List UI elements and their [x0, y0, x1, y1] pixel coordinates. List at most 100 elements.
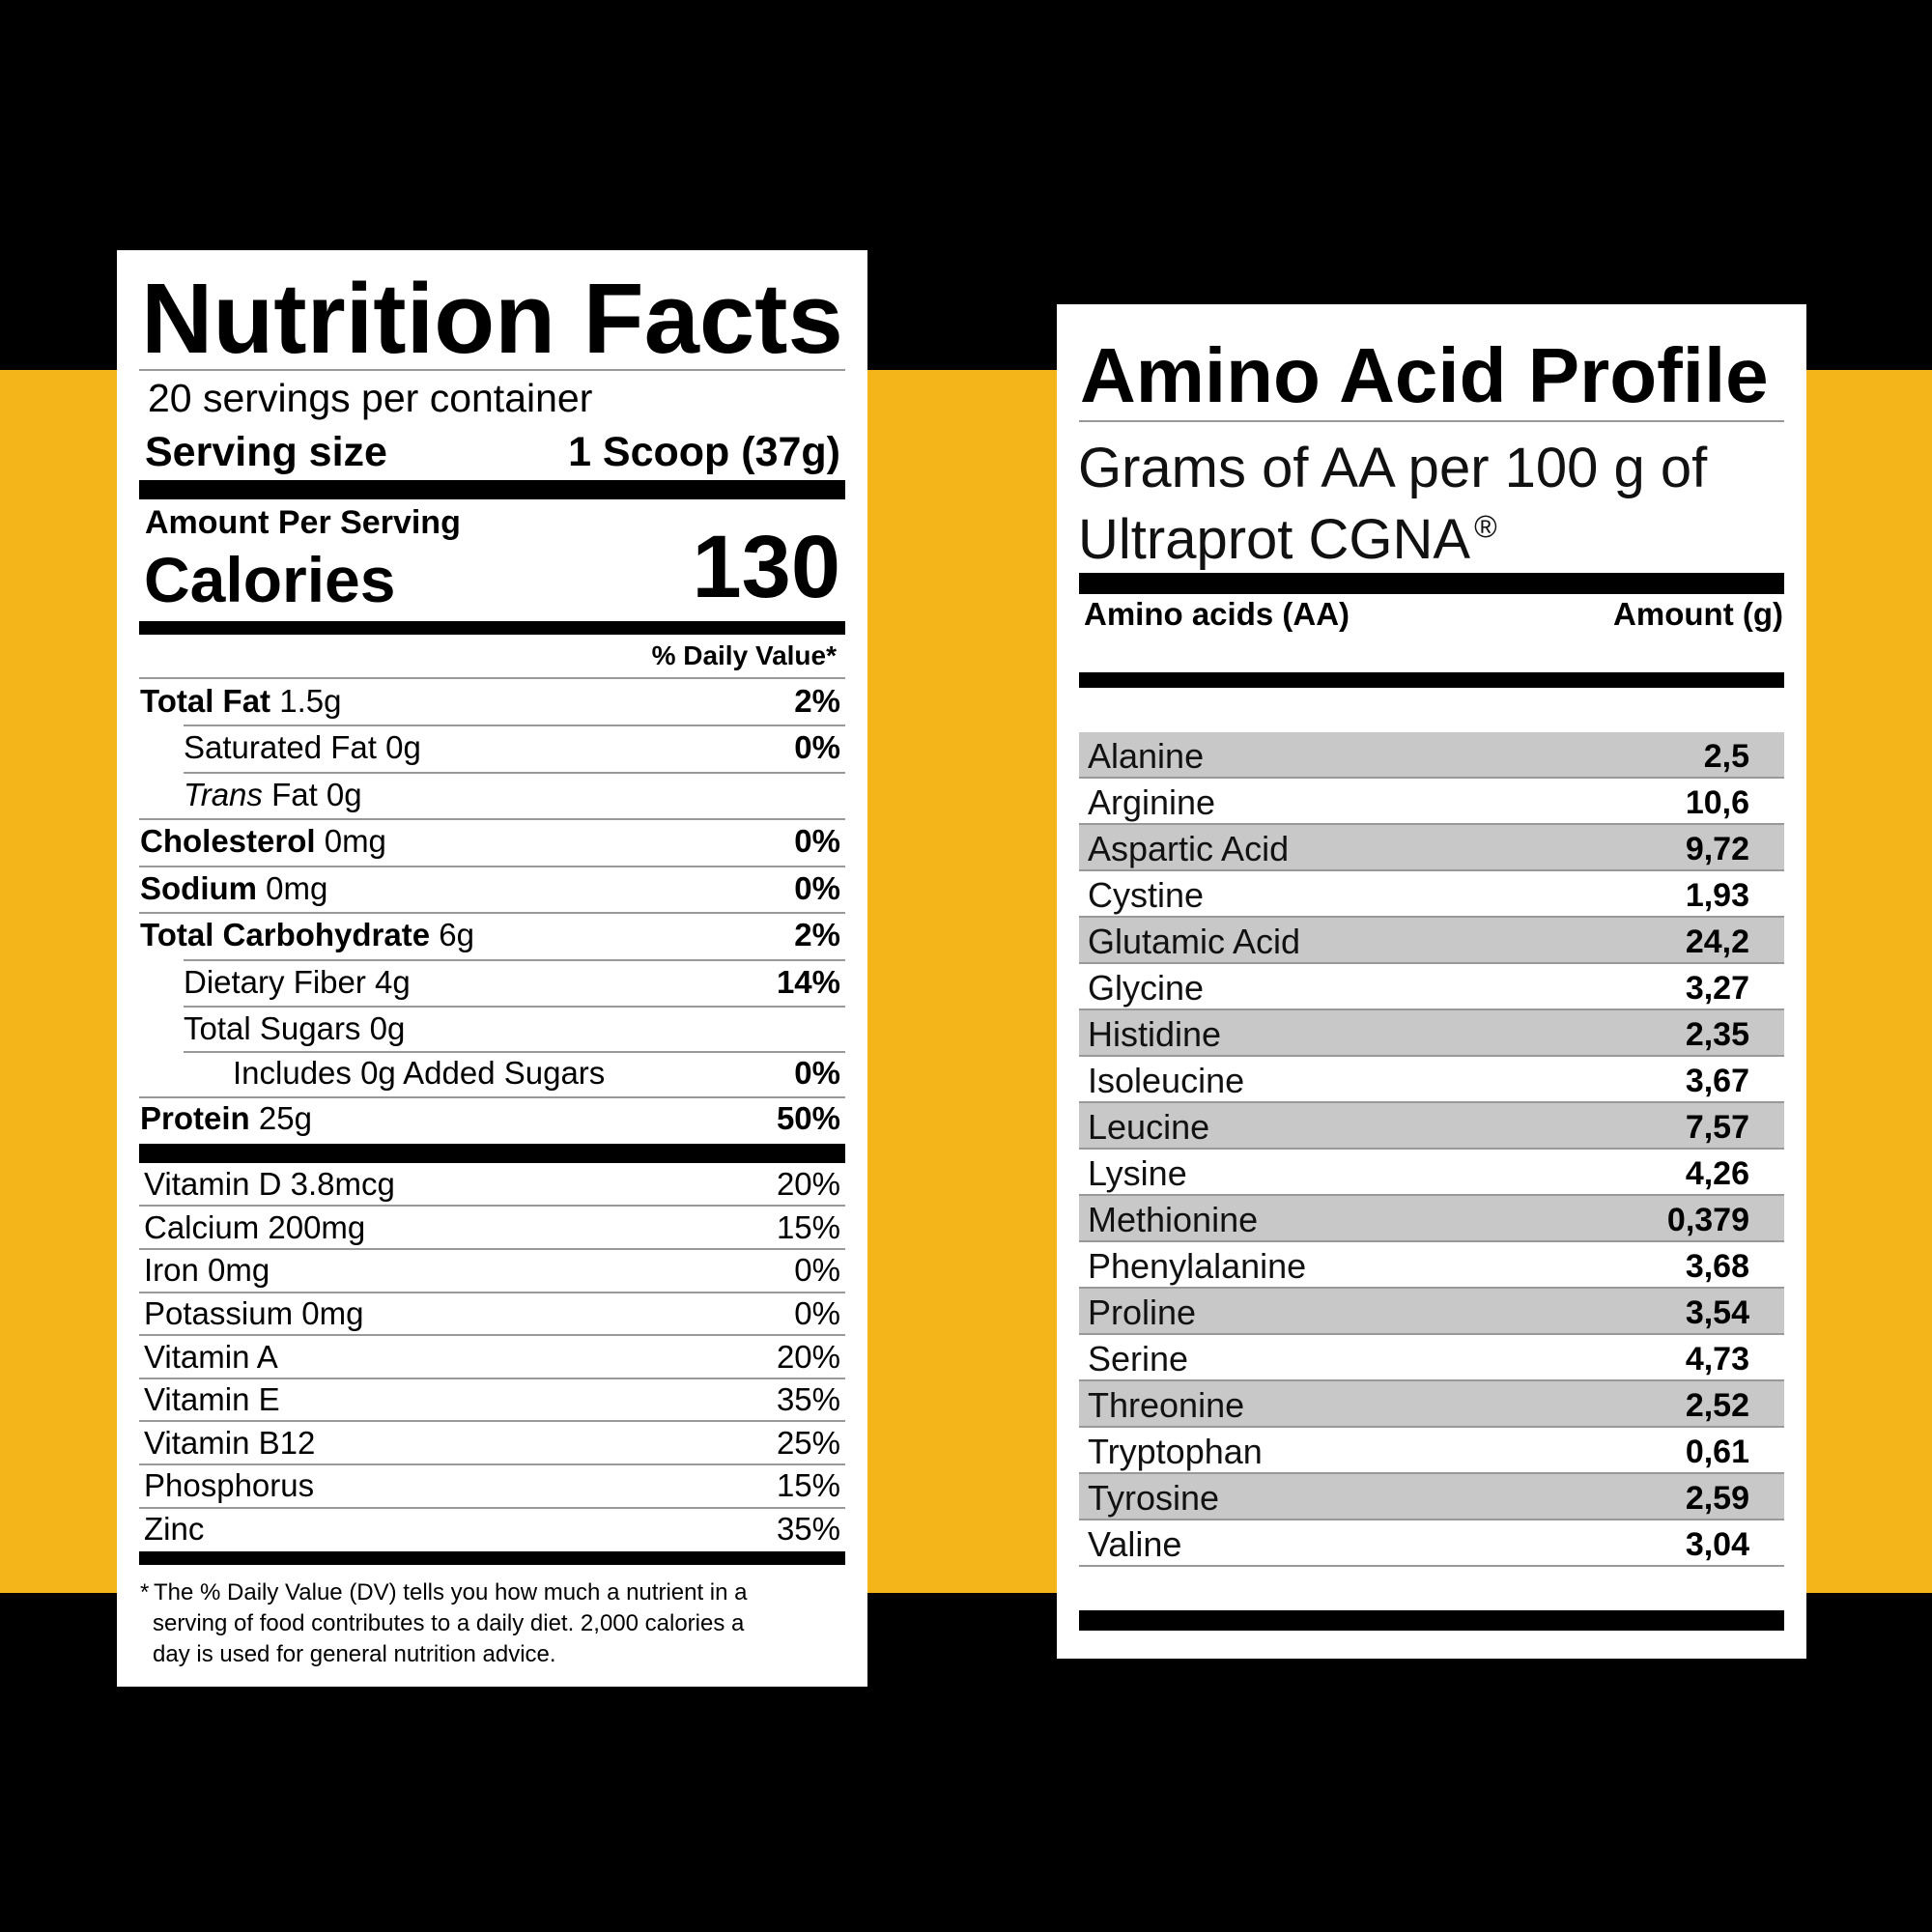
amino-name: Threonine	[1088, 1385, 1245, 1426]
vitamin-dv: 0%	[794, 1252, 840, 1289]
nutrient-dv: 0%	[794, 823, 840, 860]
amino-amount: 3,68	[1685, 1247, 1749, 1285]
nutrient-amount: Saturated Fat 0g	[184, 729, 421, 765]
amino-name: Methionine	[1088, 1200, 1259, 1240]
amino-amount: 2,52	[1685, 1386, 1749, 1424]
rule	[139, 1463, 845, 1465]
nutrient-dv: 14%	[776, 964, 840, 1001]
amino-amount: 0,379	[1666, 1201, 1749, 1238]
vitamin-dv: 15%	[776, 1467, 840, 1504]
row-shade	[1079, 918, 1784, 964]
calories-label: Calories	[144, 544, 396, 616]
thick-bar	[1079, 1610, 1784, 1631]
rule	[139, 1247, 845, 1250]
nutrient-label: Protein 25g	[140, 1099, 312, 1138]
vitamin-name: Vitamin A	[144, 1338, 278, 1375]
rule	[139, 1205, 845, 1208]
title: Amino Acid Profile	[1080, 332, 1769, 418]
nutrient-amount: 0mg	[324, 823, 386, 859]
rule	[1079, 1287, 1784, 1289]
amino-name: Isoleucine	[1088, 1061, 1245, 1101]
rule	[1079, 1101, 1784, 1103]
amino-name: Lysine	[1088, 1153, 1187, 1194]
nutrient-amount: 6g	[439, 917, 474, 952]
rule	[1079, 777, 1784, 779]
nutrient-dv: 2%	[794, 683, 840, 720]
rule	[139, 865, 845, 867]
row-shade	[1079, 1103, 1784, 1150]
rule	[1079, 1240, 1784, 1242]
vitamin-name: Potassium 0mg	[144, 1295, 364, 1331]
amino-name: Cystine	[1088, 875, 1205, 916]
amino-amount: 4,73	[1685, 1340, 1749, 1378]
rule	[139, 1095, 845, 1098]
rule	[1079, 869, 1784, 871]
nutrient-amount: Fat 0g	[271, 777, 362, 812]
rule	[1079, 1333, 1784, 1335]
vitamin-dv: 25%	[776, 1424, 840, 1461]
rule	[1079, 1472, 1784, 1474]
rule	[139, 1334, 845, 1337]
amino-name: Proline	[1088, 1293, 1197, 1333]
serving-size-value: 1 Scoop (37g)	[568, 429, 840, 476]
nutrient-label: Sodium 0mg	[140, 869, 327, 908]
rule	[139, 1377, 845, 1379]
rule	[1079, 916, 1784, 918]
amino-name: Glutamic Acid	[1088, 922, 1301, 962]
vitamin-dv: 0%	[794, 1295, 840, 1331]
nutrient-amount: 25g	[258, 1100, 312, 1136]
row-shade	[1079, 1474, 1784, 1520]
amino-amount: 3,67	[1685, 1062, 1749, 1099]
vitamin-name: Vitamin B12	[144, 1424, 316, 1461]
amino-amount: 0,61	[1685, 1433, 1749, 1470]
vitamin-name: Zinc	[144, 1511, 205, 1547]
servings: 20 servings per container	[148, 376, 593, 421]
amino-name: Leucine	[1088, 1107, 1210, 1148]
vitamin-dv: 35%	[776, 1381, 840, 1418]
vitamin-dv: 20%	[776, 1338, 840, 1375]
amino-amount: 2,5	[1703, 737, 1749, 775]
vitamin-dv: 35%	[776, 1511, 840, 1547]
amino-name: Aspartic Acid	[1088, 829, 1290, 869]
serving-size-label: Serving size	[145, 429, 387, 476]
nutrient-label: Total Fat 1.5g	[140, 682, 341, 721]
thick-bar	[139, 480, 845, 499]
nutrient-amount: Dietary Fiber 4g	[184, 964, 411, 1000]
nutrient-amount: Includes 0g Added Sugars	[233, 1055, 606, 1091]
vitamin-name: Phosphorus	[144, 1467, 315, 1504]
nutrient-label: Saturated Fat 0g	[184, 728, 421, 767]
nutrient-name: Cholesterol	[140, 823, 316, 859]
amino-amount: 10,6	[1685, 783, 1749, 821]
amino-name: Serine	[1088, 1339, 1189, 1379]
nutrient-label: Total Sugars 0g	[184, 1009, 405, 1048]
row-shade	[1079, 1381, 1784, 1428]
vitamin-name: Iron 0mg	[144, 1252, 270, 1289]
amino-amount: 3,04	[1685, 1525, 1749, 1563]
registered-mark: ®	[1474, 509, 1497, 545]
footnote: The % Daily Value (DV) tells you how muc…	[154, 1578, 748, 1605]
rule	[184, 1006, 845, 1008]
amino-amount: 4,26	[1685, 1154, 1749, 1192]
rule	[1079, 1148, 1784, 1150]
amount-per-serving: Amount Per Serving	[145, 503, 461, 541]
amino-name: Phenylalanine	[1088, 1246, 1307, 1287]
amino-name: Alanine	[1088, 736, 1205, 777]
amino-amount: 1,93	[1685, 876, 1749, 914]
nutrient-label: Cholesterol 0mg	[140, 822, 386, 861]
rule	[139, 1291, 845, 1293]
nutrient-name: Total Carbohydrate	[140, 917, 431, 952]
amino-name: Glycine	[1088, 968, 1205, 1009]
nutrient-label: Dietary Fiber 4g	[184, 963, 411, 1002]
row-shade	[1079, 1010, 1784, 1057]
nutrient-dv: 2%	[794, 917, 840, 953]
rule	[184, 958, 845, 961]
rule	[139, 912, 845, 914]
nutrient-prefix: Trans	[184, 777, 263, 812]
nutrient-dv: 0%	[794, 870, 840, 907]
footnote: serving of food contributes to a daily d…	[153, 1609, 745, 1636]
rule	[1079, 420, 1784, 422]
vitamin-name: Vitamin E	[144, 1381, 280, 1418]
rule	[1079, 1194, 1784, 1196]
nutrient-dv: 0%	[794, 729, 840, 766]
